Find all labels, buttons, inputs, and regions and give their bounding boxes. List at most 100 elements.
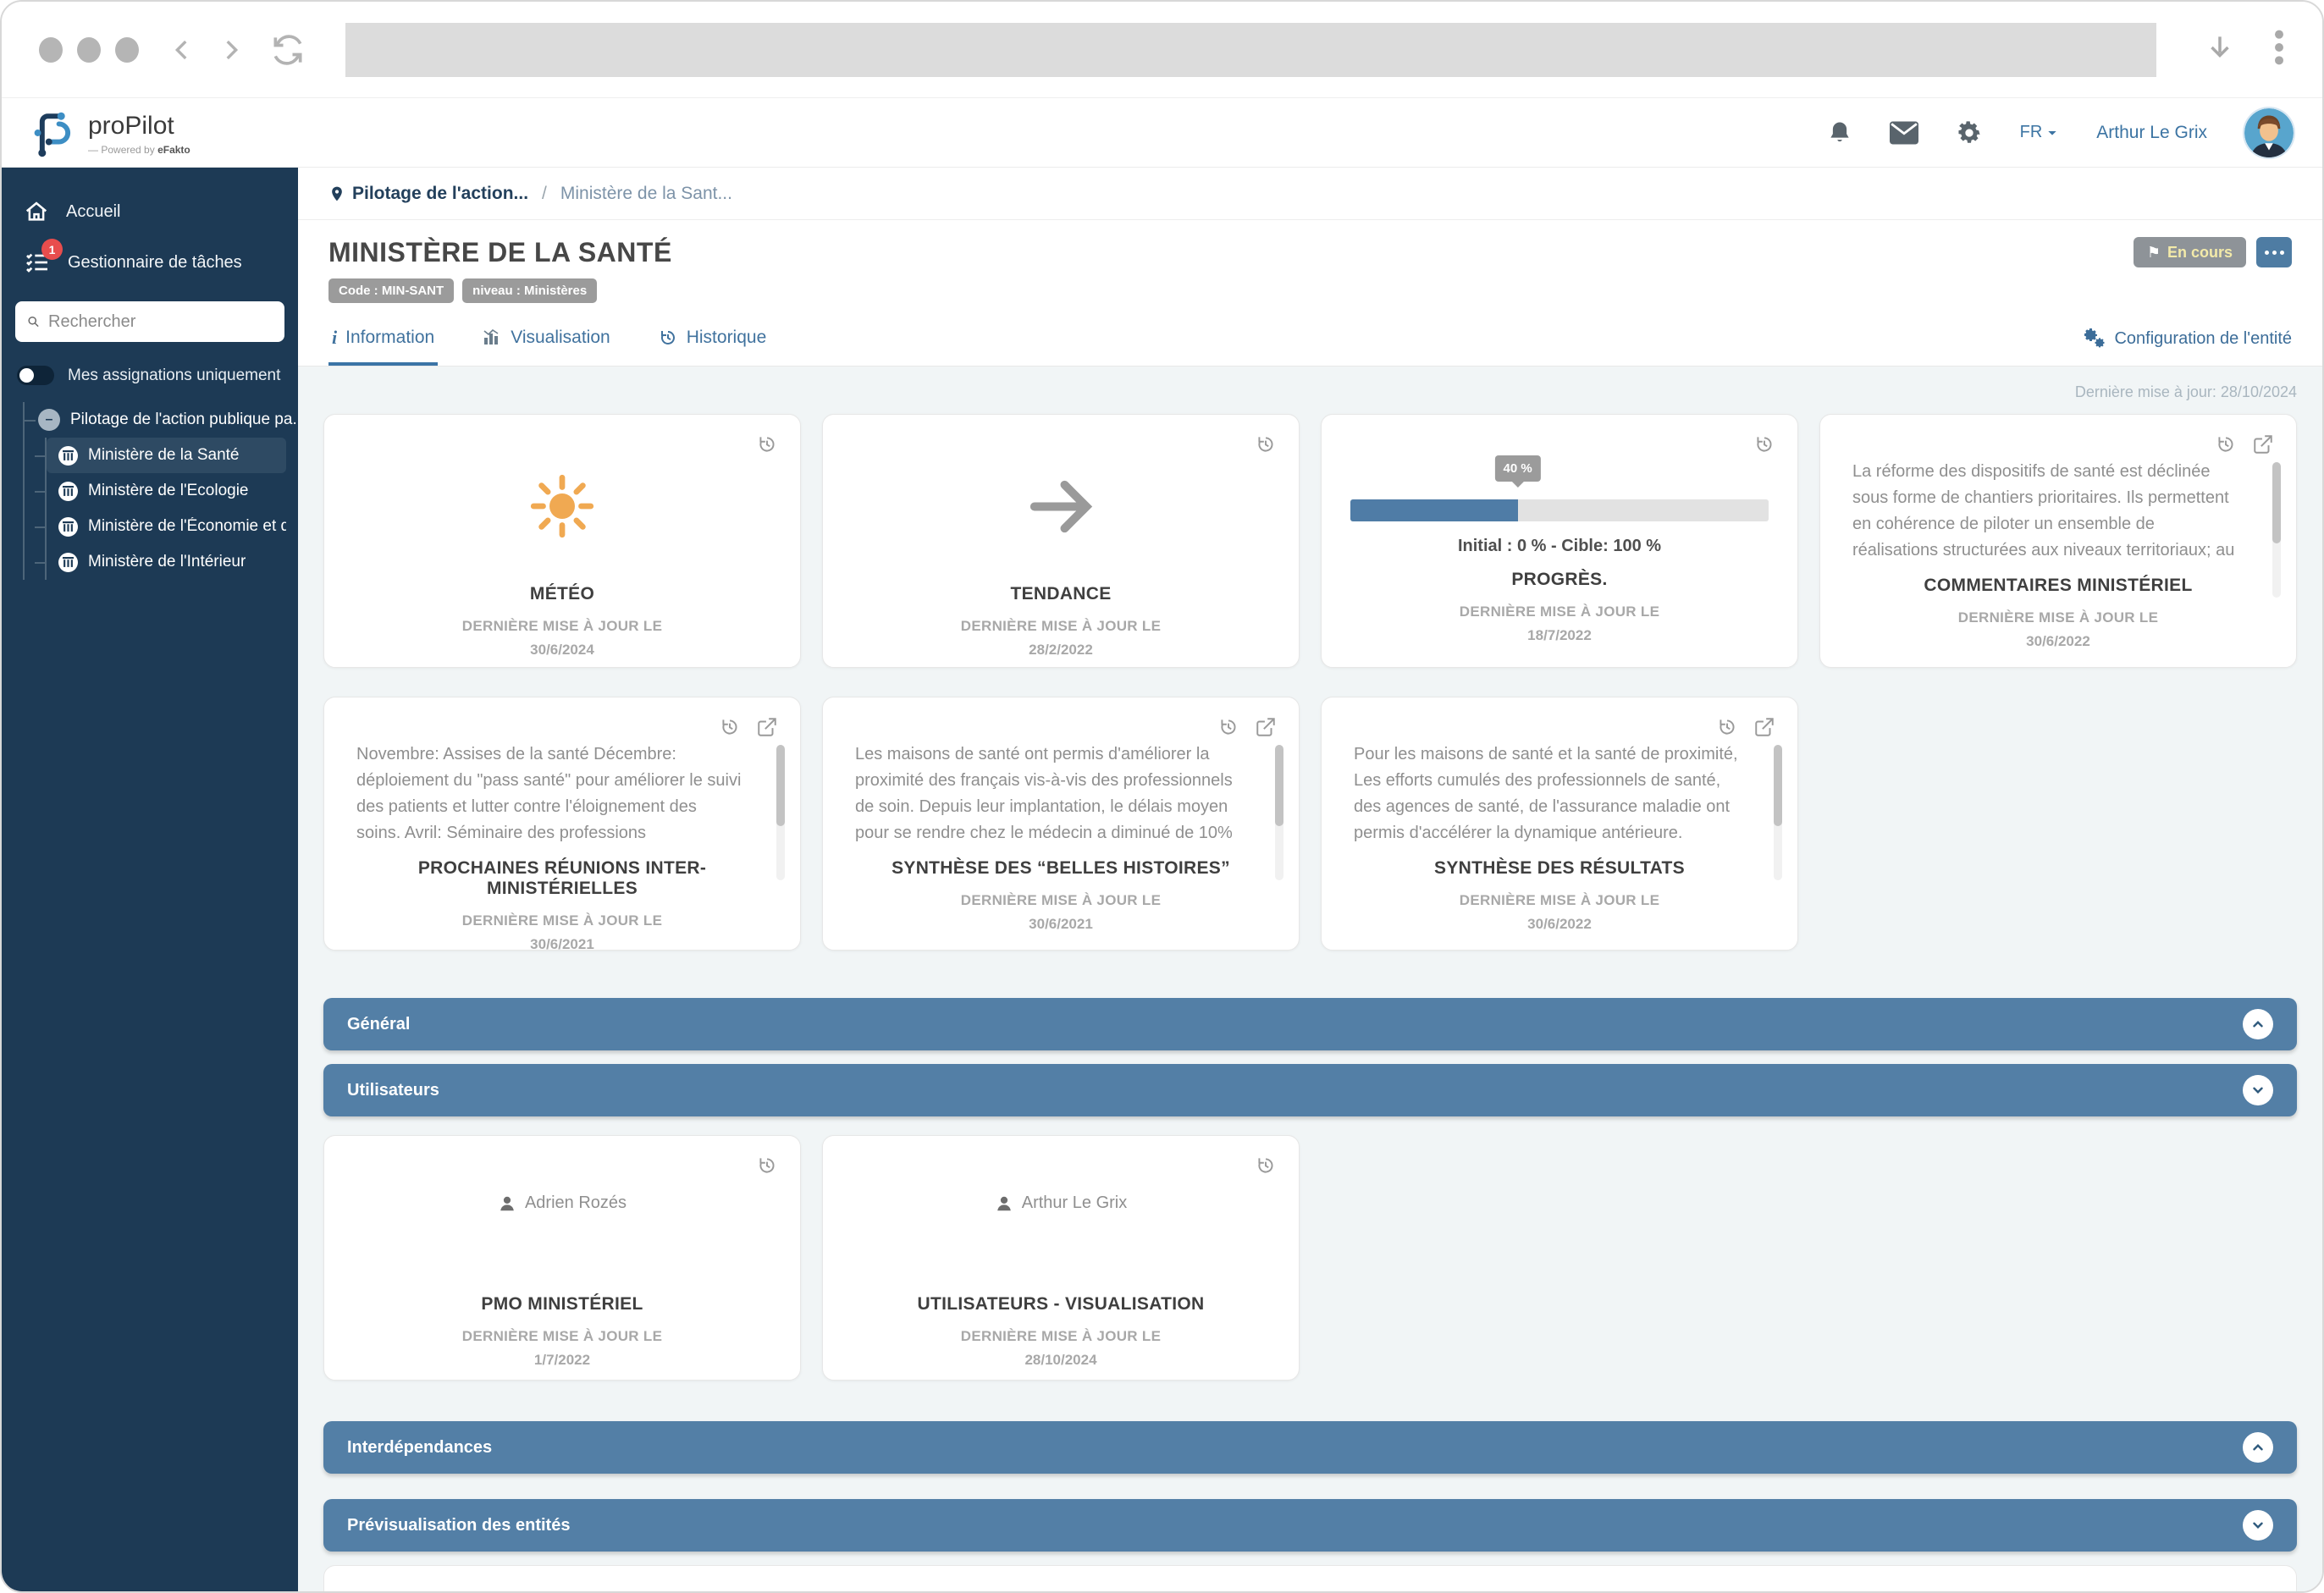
task-count-badge: 1 [41, 239, 63, 260]
history-icon[interactable] [756, 1155, 778, 1177]
assignments-toggle[interactable] [17, 366, 54, 385]
card-reunions[interactable]: Novembre: Assises de la santé Décembre: … [323, 697, 801, 952]
tabs: i Information Visualisation Historique C… [298, 317, 2322, 367]
external-link-icon[interactable] [1753, 716, 1775, 738]
address-bar[interactable] [345, 22, 2156, 77]
card-scrollbar[interactable] [1774, 745, 1782, 880]
entity-config-link[interactable]: Configuration de l'entité [2082, 328, 2292, 355]
history-icon[interactable] [2215, 433, 2237, 455]
external-link-icon[interactable] [756, 716, 778, 738]
person-icon [500, 1196, 514, 1210]
browser-toolbar [2, 2, 2322, 98]
card-date: 28/2/2022 [1029, 642, 1093, 658]
section-interdependances[interactable]: Interdépendances [323, 1421, 2297, 1474]
window-control-dot[interactable] [115, 36, 139, 63]
card-scrollbar[interactable] [2272, 462, 2281, 598]
tree-node-pilotage[interactable]: – Pilotage de l'action publique pa... [24, 402, 298, 438]
card-meteo[interactable]: MÉTÉO DERNIÈRE MISE À JOUR LE 30/6/2024 [323, 414, 801, 668]
user-avatar[interactable] [2244, 107, 2294, 157]
tab-visualisation[interactable]: Visualisation [478, 317, 614, 365]
assignments-toggle-row: Mes assignations uniquement [17, 366, 298, 385]
entity-node-icon [58, 516, 78, 537]
history-icon[interactable] [1255, 1155, 1277, 1177]
card-resultats[interactable]: Pour les maisons de santé et la santé de… [1321, 697, 1798, 951]
browser-menu-icon[interactable] [2273, 28, 2285, 71]
user-name[interactable]: Arthur Le Grix [2096, 122, 2207, 142]
card-scrollbar[interactable] [1275, 745, 1283, 880]
card-commentaires[interactable]: La réforme des dispositifs de santé est … [1819, 414, 2297, 668]
flag-icon: ⚑ [2146, 243, 2161, 261]
sun-icon [530, 474, 594, 538]
window-control-dot[interactable] [39, 36, 63, 63]
card-scrollbar[interactable] [776, 745, 785, 880]
download-icon[interactable] [2204, 29, 2236, 70]
card-title: PROGRÈS. [1511, 570, 1608, 589]
card-title: PMO MINISTÉRIEL [481, 1294, 643, 1314]
tree-node-ministere-ecologie[interactable]: Ministère de l'Ecologie [35, 473, 286, 509]
tab-historique[interactable]: Historique [654, 317, 770, 365]
section-previsualisation[interactable]: Prévisualisation des entités [323, 1499, 2297, 1552]
search-input[interactable] [48, 311, 273, 332]
status-button[interactable]: ⚑ En cours [2133, 237, 2246, 267]
tree-node-ministere-interieur[interactable]: Ministère de l'Intérieur [35, 544, 286, 580]
caret-down-icon [2048, 130, 2056, 135]
card-pmo-ministeriel[interactable]: Adrien Rozés PMO MINISTÉRIEL DERNIÈRE MI… [323, 1135, 801, 1381]
entity-node-icon [58, 445, 78, 466]
back-icon[interactable] [168, 33, 196, 67]
chevron-up-icon[interactable] [2243, 1009, 2273, 1039]
progress-range: Initial : 0 % - Cible: 100 % [1457, 537, 1662, 555]
level-badge: niveau : Ministères [462, 278, 598, 303]
card-date: 1/7/2022 [533, 1352, 591, 1368]
chevron-down-icon[interactable] [2243, 1510, 2273, 1541]
sidebar-item-gestionnaire-taches[interactable]: 1 Gestionnaire de tâches [2, 237, 298, 288]
card-date: 30/6/2022 [2026, 633, 2090, 649]
location-pin-icon [332, 186, 342, 201]
card-utilisateurs-visualisation[interactable]: Arthur Le Grix UTILISATEURS - VISUALISAT… [822, 1135, 1300, 1381]
notifications-bell-icon[interactable] [1827, 119, 1852, 146]
section-general[interactable]: Général [323, 998, 2297, 1050]
external-link-icon[interactable] [2252, 433, 2274, 455]
card-progres[interactable]: 40 % Initial : 0 % - Cible: 100 % PROGRÈ… [1321, 414, 1798, 668]
history-icon[interactable] [1255, 433, 1277, 455]
app-logo[interactable]: proPilot — Powered by eFakto [30, 108, 190, 157]
sidebar-item-label: Gestionnaire de tâches [68, 252, 242, 272]
tree-node-ministere-sante[interactable]: Ministère de la Santé [35, 438, 286, 473]
history-icon[interactable] [1217, 716, 1239, 738]
chevron-up-icon[interactable] [2243, 1432, 2273, 1463]
history-icon[interactable] [1753, 433, 1775, 455]
messages-envelope-icon[interactable] [1889, 121, 1918, 145]
section-utilisateurs[interactable]: Utilisateurs [323, 1064, 2297, 1116]
card-text: Pour les maisons de santé et la santé de… [1354, 745, 1738, 842]
history-icon[interactable] [719, 716, 741, 738]
breadcrumb: Pilotage de l'action... / Ministère de l… [298, 168, 2322, 220]
card-tendance[interactable]: TENDANCE DERNIÈRE MISE À JOUR LE 28/2/20… [822, 414, 1300, 668]
card-date: 30/6/2021 [530, 936, 594, 952]
card-updated-label: DERNIÈRE MISE À JOUR LE [1459, 892, 1660, 908]
card-updated-label: DERNIÈRE MISE À JOUR LE [461, 1328, 663, 1344]
breadcrumb-current[interactable]: Ministère de la Sant... [560, 183, 732, 203]
card-updated-label: DERNIÈRE MISE À JOUR LE [960, 618, 1162, 634]
reload-icon[interactable] [269, 31, 306, 69]
more-options-button[interactable] [2256, 237, 2292, 267]
card-title: TENDANCE [1010, 584, 1112, 604]
history-icon[interactable] [756, 433, 778, 455]
window-controls[interactable] [39, 36, 139, 63]
history-icon[interactable] [1716, 716, 1738, 738]
logo-subtitle: — Powered by eFakto [88, 143, 190, 156]
settings-gear-icon[interactable] [1956, 119, 1983, 146]
chevron-down-icon[interactable] [2243, 1075, 2273, 1105]
window-control-dot[interactable] [77, 36, 101, 63]
collapse-node-icon[interactable]: – [38, 409, 60, 431]
tab-information[interactable]: i Information [328, 317, 439, 366]
entity-tree: – Pilotage de l'action publique pa... Mi… [2, 402, 298, 580]
tree-node-ministere-economie[interactable]: Ministère de l'Économie et d... [35, 509, 286, 544]
card-belles-histoires[interactable]: Les maisons de santé ont permis d'amélio… [822, 697, 1300, 951]
code-badge: Code : MIN-SANT [328, 278, 455, 303]
sidebar-item-accueil[interactable]: Accueil [2, 186, 298, 237]
forward-icon[interactable] [217, 33, 246, 67]
breadcrumb-parent[interactable]: Pilotage de l'action... [328, 184, 528, 204]
external-link-icon[interactable] [1255, 716, 1277, 738]
language-selector[interactable]: FR [2020, 123, 2060, 142]
card-date: 30/6/2022 [1527, 916, 1592, 932]
